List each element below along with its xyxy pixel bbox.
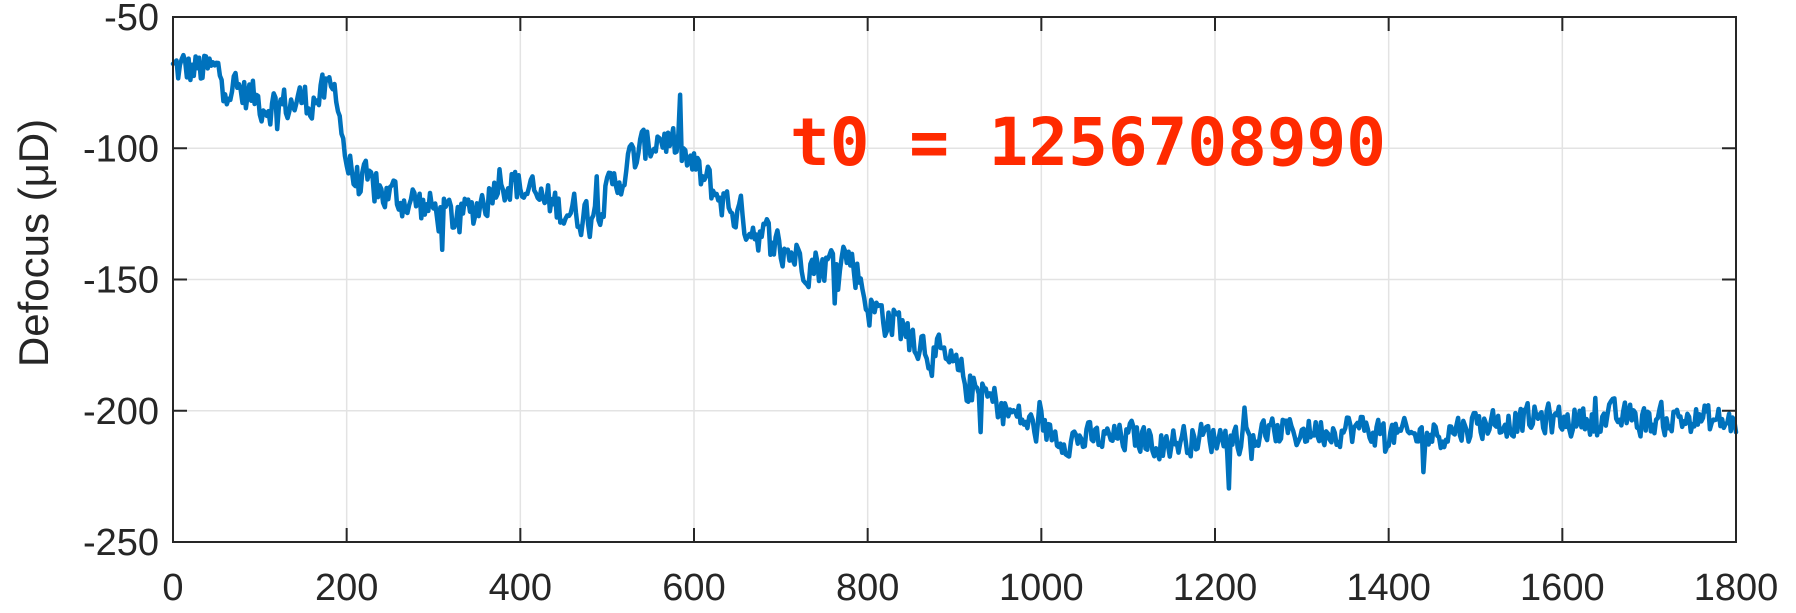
y-tick-label: -50 [104,0,159,39]
x-tick-label: 1400 [1346,567,1431,609]
y-tick-label: -250 [83,522,159,564]
x-tick-label: 200 [315,567,378,609]
y-axis-title: Defocus (μD) [10,119,57,367]
y-tick-label: -150 [83,260,159,302]
x-tick-label: 1000 [999,567,1084,609]
grid-lines [172,16,1737,543]
x-tick-label: 1800 [1694,567,1779,609]
x-tick-label: 800 [836,567,899,609]
y-tick-label: -200 [83,391,159,433]
y-tick-label: -100 [83,128,159,170]
tick-marks [172,16,1737,543]
x-tick-labels: 0 200 400 600 800 1000 1200 1400 1600 1800 [162,567,1778,609]
x-tick-label: 400 [489,567,552,609]
x-tick-label: 600 [662,567,725,609]
series-layer [170,52,1739,491]
y-tick-labels: -250 -200 -150 -100 -50 [83,0,159,564]
x-tick-label: 1600 [1520,567,1605,609]
defocus-series-line [170,52,1739,491]
t0-annotation: t0 = 1256708990 [790,104,1386,181]
x-tick-label: 0 [162,567,183,609]
x-tick-label: 1200 [1173,567,1258,609]
